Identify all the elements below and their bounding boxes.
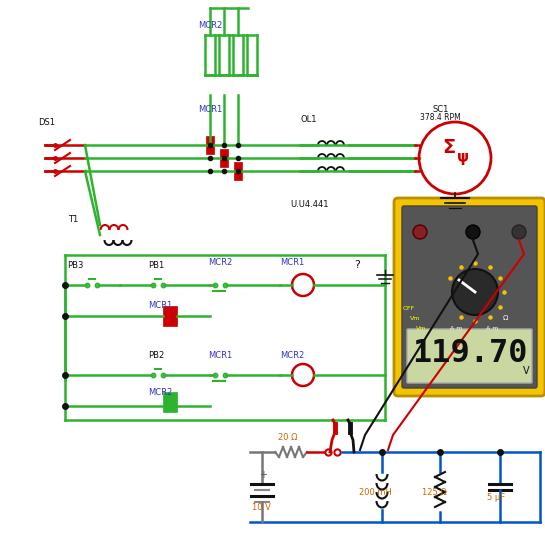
Text: 10 V: 10 V [252,503,271,512]
Text: MCR1: MCR1 [280,258,304,267]
Circle shape [452,269,498,315]
FancyBboxPatch shape [402,206,537,388]
Text: PB1: PB1 [148,261,164,270]
Text: V: V [523,366,529,376]
Text: OFF: OFF [403,306,415,311]
Text: +: + [259,470,267,480]
Text: PB3: PB3 [67,261,83,270]
Bar [163,392,177,412]
Text: DS1: DS1 [38,118,55,127]
Text: 5 μF: 5 μF [487,493,505,502]
FancyBboxPatch shape [394,198,545,396]
Text: PB2: PB2 [148,351,164,360]
Text: Σ: Σ [442,138,455,157]
Text: A m: A m [486,326,498,331]
Text: 119.70: 119.70 [412,338,527,370]
Text: MCR1: MCR1 [148,301,172,310]
Text: T1: T1 [68,215,78,224]
FancyBboxPatch shape [407,329,532,383]
Text: OL1: OL1 [300,115,317,124]
Text: 125 Ω: 125 Ω [422,488,447,497]
Bar [206,136,214,154]
Bar [220,149,228,167]
Text: MCR2: MCR2 [198,21,222,30]
Bar [234,162,242,180]
Text: MCR2: MCR2 [208,258,232,267]
Text: Ω: Ω [503,315,508,321]
Circle shape [413,225,427,239]
Text: Vm: Vm [410,316,420,321]
Circle shape [466,225,480,239]
Text: MCR2: MCR2 [280,351,304,360]
Text: 378.4 RPM: 378.4 RPM [420,113,461,122]
Text: SC1: SC1 [432,105,449,114]
Text: MCR1: MCR1 [198,105,222,114]
Circle shape [512,225,526,239]
Text: ?: ? [354,260,360,270]
Text: 20 Ω: 20 Ω [278,433,298,442]
Text: 200 mH: 200 mH [359,488,392,497]
Text: A m: A m [450,326,462,331]
Bar [163,306,177,326]
Text: U.U4.441: U.U4.441 [290,200,329,209]
Text: MCR1: MCR1 [208,351,232,360]
Text: Vm: Vm [416,326,426,331]
Text: ψ: ψ [457,150,469,165]
Text: MCR2: MCR2 [148,388,172,397]
